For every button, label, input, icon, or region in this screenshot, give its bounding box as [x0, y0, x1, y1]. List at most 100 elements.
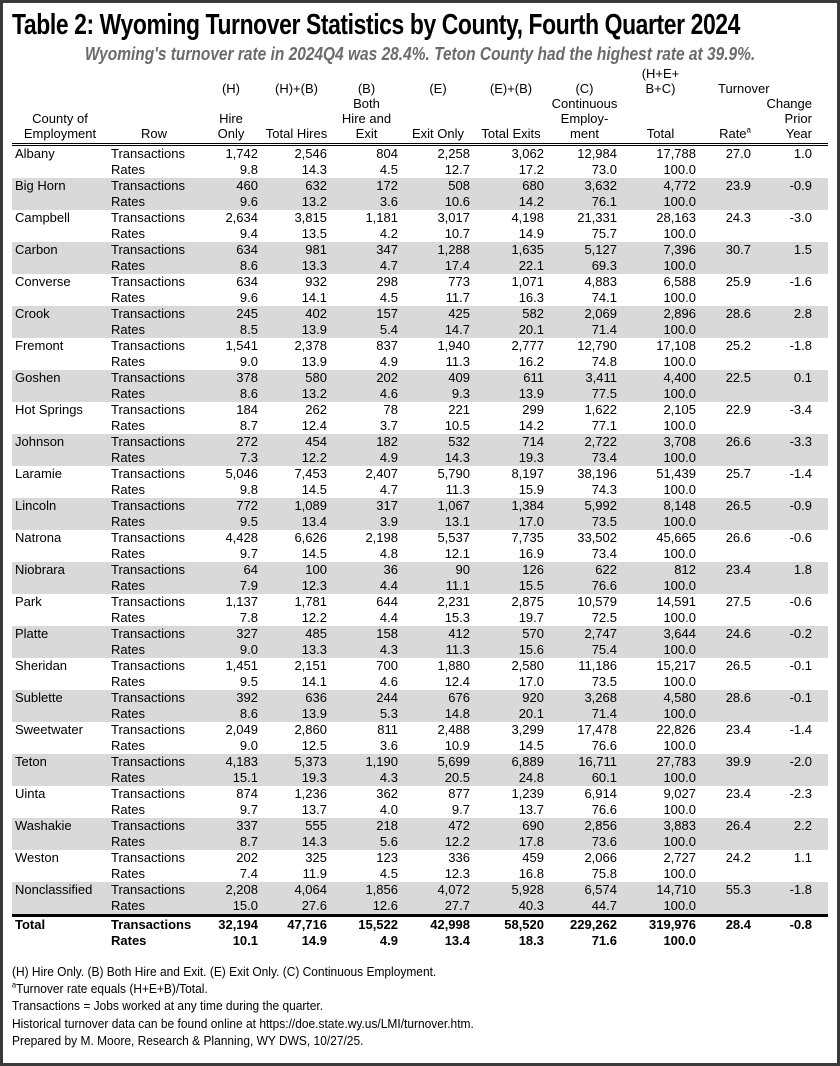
- county-name: Sheridan: [15, 658, 68, 673]
- transactions-value: 22,826: [656, 722, 696, 737]
- transactions-value: 634: [236, 274, 258, 289]
- blank-cell: [812, 306, 828, 322]
- blank-cell: [12, 226, 108, 242]
- rates-value: 5.6: [331, 834, 402, 850]
- rates-value: 69.3: [548, 258, 621, 274]
- rates-value: 100.0: [621, 578, 700, 594]
- blank-cell: [755, 770, 812, 786]
- blank-cell: [812, 738, 828, 754]
- table-row: Rates 9.6 13.2 3.6 10.6 14.2 76.1 100.0: [12, 194, 828, 210]
- blank-cell: [812, 450, 828, 466]
- transactions-value: 1,089: [262, 498, 331, 514]
- header-line: [331, 66, 402, 81]
- transactions-value: 337: [200, 818, 262, 834]
- transactions-value: 202: [236, 850, 258, 865]
- table-row: Rates 10.1 14.9 4.9 13.4 18.3 71.6 100.0: [12, 933, 828, 949]
- transactions-value: 3,299: [511, 722, 544, 737]
- transactions-value: 570: [474, 626, 548, 642]
- blank-cell: [812, 290, 828, 306]
- table-header: County of Employment Row (H) Hire Only (H)+(B)…: [12, 66, 828, 145]
- county-name: Campbell: [15, 210, 70, 225]
- change-prior-year: -0.6: [789, 530, 812, 545]
- table-row: Rates 15.0 27.6 12.6 27.7 40.3 44.7 100.0: [12, 898, 828, 916]
- rates-value: 14.3: [262, 834, 331, 850]
- rates-value: 9.0: [239, 738, 258, 753]
- transactions-value: 33,502: [577, 530, 617, 545]
- rates-value: 12.2: [301, 610, 327, 625]
- rates-value: 4.6: [379, 674, 398, 689]
- rates-value: 14.2: [518, 418, 544, 433]
- transactions-value: 636: [262, 690, 331, 706]
- header-line: Only: [217, 126, 245, 141]
- transactions-value: 1,236: [294, 786, 327, 801]
- rates-value: 3.6: [331, 194, 402, 210]
- row-type: Transactions: [108, 754, 200, 770]
- rates-value: 73.5: [548, 514, 621, 530]
- row-type: Transactions: [111, 338, 185, 353]
- transactions-value: 772: [200, 498, 262, 514]
- county-name: Natrona: [15, 530, 62, 545]
- rates-value: 76.6: [591, 802, 617, 817]
- blank-cell: [700, 706, 755, 722]
- county-name: Fremont: [15, 338, 64, 353]
- rates-value: 13.9: [301, 354, 327, 369]
- header-line: [621, 96, 700, 111]
- transactions-value: 2,105: [663, 402, 696, 417]
- rates-value: 19.7: [518, 610, 544, 625]
- county-name: Weston: [15, 850, 59, 865]
- table-row: Laramie Transactions 5,046 7,453 2,407 5,790 8…: [12, 466, 828, 482]
- blank-cell: [700, 738, 755, 754]
- blank-cell: [755, 386, 812, 402]
- transactions-value: 811: [377, 722, 398, 737]
- blank-cell: [700, 194, 755, 210]
- blank-cell: [755, 898, 812, 916]
- rates-value: 60.1: [548, 770, 621, 786]
- table-body: Albany Transactions 1,742 2,546 804 2,258 3,06…: [12, 145, 828, 950]
- rates-value: 4.4: [379, 610, 398, 625]
- transactions-value: 7,735: [511, 530, 544, 545]
- county-name: Sweetwater: [15, 722, 83, 737]
- row-type: Rates: [111, 162, 145, 177]
- row-type: Rates: [111, 290, 145, 305]
- transactions-value: 5,928: [474, 882, 548, 898]
- blank-cell: [755, 482, 812, 498]
- rates-value: 76.1: [548, 194, 621, 210]
- transactions-value: 3,815: [294, 210, 327, 225]
- change-prior-year: -1.4: [789, 722, 812, 737]
- turnover-rate: 28.6: [700, 306, 755, 322]
- rates-value: 100.0: [663, 418, 696, 433]
- rates-value: 11.3: [445, 354, 470, 369]
- transactions-value: 5,790: [437, 466, 470, 481]
- change-prior-year: -0.8: [755, 914, 812, 933]
- blank-cell: [812, 866, 828, 882]
- turnover-rate: 30.7: [700, 242, 755, 258]
- transactions-value: 28,163: [656, 210, 696, 225]
- transactions-value: 4,883: [584, 274, 617, 289]
- turnover-table: County of Employment Row (H) Hire Only (H)+(B)…: [12, 66, 828, 949]
- row-type: Rates: [111, 354, 145, 369]
- rates-value: 11.1: [402, 578, 474, 594]
- row-type: Rates: [108, 578, 200, 594]
- blank-cell: [700, 162, 755, 178]
- change-prior-year: -1.4: [789, 466, 812, 481]
- transactions-value: 485: [262, 626, 331, 642]
- header-line: [262, 66, 331, 81]
- row-type: Rates: [111, 610, 145, 625]
- table-row: Rates 7.4 11.9 4.5 12.3 16.8 75.8 100.0: [12, 866, 828, 882]
- header-line: [548, 66, 621, 81]
- rates-value: 71.4: [548, 706, 621, 722]
- turnover-footnote: aTurnover rate equals (H+E+B)/Total.: [12, 980, 208, 997]
- blank-cell: [12, 898, 108, 916]
- rates-value: 73.6: [548, 834, 621, 850]
- transactions-value: 4,580: [621, 690, 700, 706]
- header-line: Row: [140, 126, 167, 141]
- table-and-notes: County of Employment Row (H) Hire Only (H)+(B)…: [12, 66, 837, 1049]
- rates-value: 14.2: [474, 194, 548, 210]
- blank-cell: [812, 498, 828, 514]
- rates-value: 14.5: [518, 738, 544, 753]
- transactions-value: 877: [448, 786, 470, 801]
- transactions-value: 690: [474, 818, 548, 834]
- transactions-value: 2,231: [437, 594, 470, 609]
- blank-cell: [12, 802, 108, 818]
- blank-cell: [812, 578, 828, 594]
